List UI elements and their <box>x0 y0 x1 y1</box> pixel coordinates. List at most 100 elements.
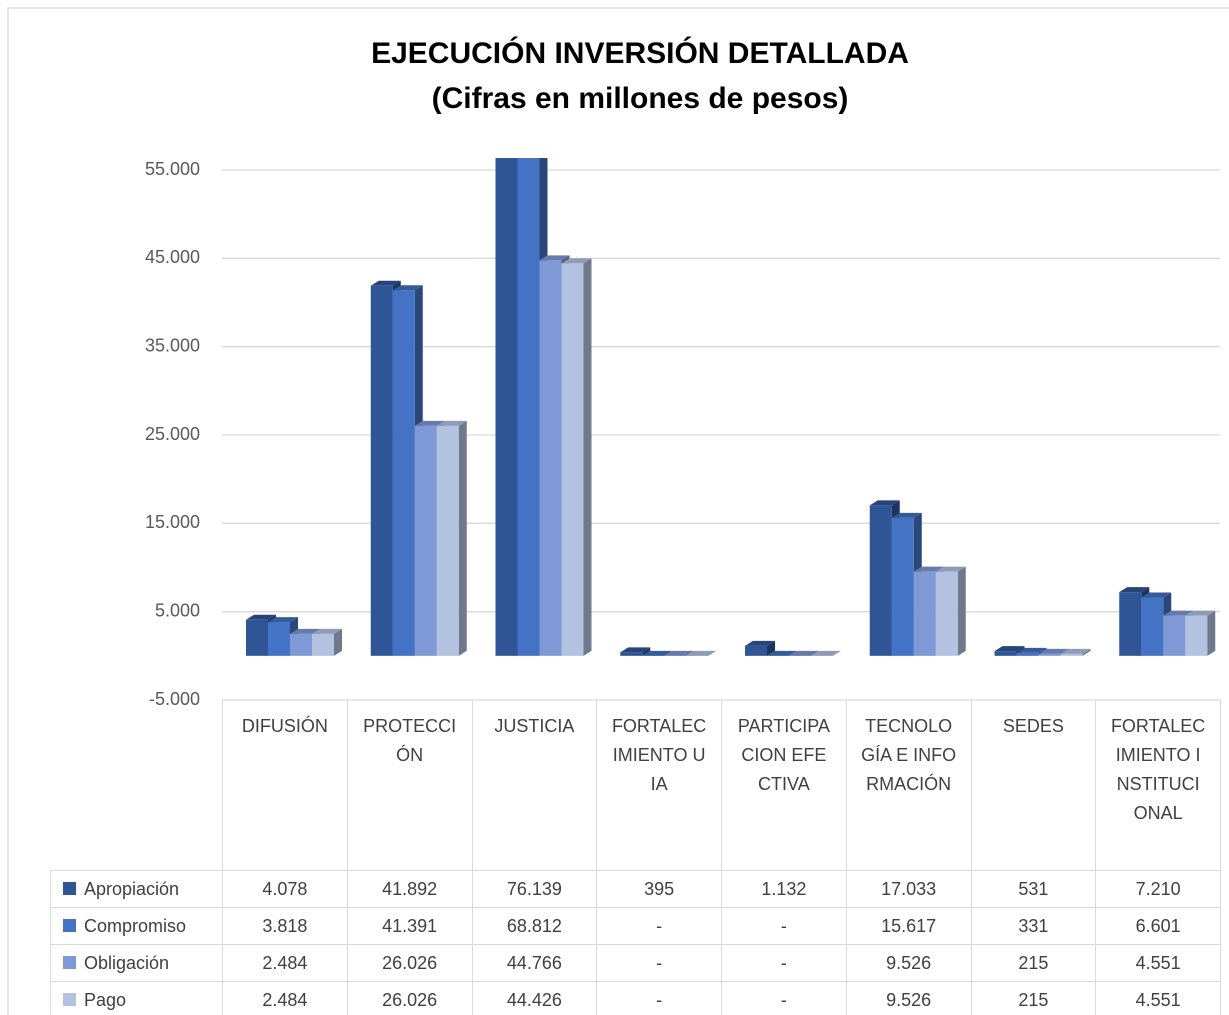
bar-front <box>392 290 415 656</box>
bar-side <box>1082 648 1091 656</box>
y-tick-label: 55.000 <box>145 159 200 179</box>
value-label: 26.026 <box>346 981 473 1015</box>
bar-front <box>994 651 1017 656</box>
bar <box>1185 610 1216 656</box>
bar-top <box>1016 647 1047 653</box>
bar <box>686 650 717 656</box>
bar-top <box>539 255 570 261</box>
value-label: - <box>721 981 847 1015</box>
bar-top <box>1038 648 1069 654</box>
bar-front <box>370 285 393 656</box>
x-tick-label: FORTALECIMIENTO UIA <box>596 700 722 871</box>
value-label: 6.601 <box>1095 907 1221 945</box>
bar-top <box>312 628 342 634</box>
bar-front <box>1060 653 1083 656</box>
value-label: 4.078 <box>222 870 348 908</box>
bar <box>436 420 467 656</box>
data-table: DIFUSIÓN PROTECCIÓN JUSTICIA FORTALECIMIENT… <box>50 700 1221 1015</box>
value-label: 76.139 <box>471 870 598 908</box>
bar-front <box>268 622 290 656</box>
series-row: Pago 2.484 26.026 44.426- -9.526 215 4.551 <box>50 981 1221 1015</box>
bar-top <box>767 650 797 656</box>
legend-entry: Compromiso <box>50 907 223 945</box>
bar-top <box>642 650 673 656</box>
value-label: 15.617 <box>845 907 972 945</box>
value-label: 3.818 <box>222 907 348 945</box>
bar-front <box>1163 615 1186 656</box>
value-label: 2.484 <box>222 944 348 982</box>
bar-top <box>1141 592 1172 598</box>
bar-front <box>620 652 643 656</box>
value-label: 4.551 <box>1095 944 1221 982</box>
bar-side <box>458 420 467 656</box>
legend-label: Compromiso <box>84 915 187 936</box>
bar-front <box>1185 615 1208 656</box>
bar <box>767 650 797 656</box>
legend-entry: Pago <box>50 981 223 1015</box>
bar-top <box>913 566 944 572</box>
value-label: 44.766 <box>471 944 598 982</box>
value-label: 41.892 <box>346 870 473 908</box>
bar-front <box>1038 653 1061 656</box>
bar-top <box>1185 610 1216 616</box>
value-label: 395 <box>596 870 722 908</box>
bar-top <box>891 512 922 518</box>
bar-top <box>290 628 320 634</box>
bar-side <box>767 640 775 656</box>
bar-front <box>1141 597 1164 656</box>
bar <box>620 647 651 656</box>
bar-front <box>869 505 892 656</box>
series-row: Obligación 2.484 26.026 44.766- -9.526 215 4.5… <box>50 944 1221 982</box>
bar <box>935 566 966 656</box>
x-tick-label: SEDES <box>970 700 1097 871</box>
value-label: - <box>721 907 847 945</box>
bar-front <box>290 633 312 656</box>
bar-top <box>789 650 819 656</box>
corner-cell <box>50 700 223 871</box>
bar-front <box>414 425 437 656</box>
x-tick-label: JUSTICIA <box>471 700 598 871</box>
bar-front <box>561 263 584 656</box>
x-tick-label: TECNOLOGÍA E INFORMACIÓN <box>845 700 972 871</box>
bar-front <box>246 619 268 656</box>
bar-front <box>312 633 334 656</box>
series-row: Apropiación 4.078 41.892 76.139 395 1.132 17.0… <box>50 870 1221 908</box>
bar <box>664 650 695 656</box>
bar-front <box>745 645 767 656</box>
bar-top <box>436 420 467 426</box>
bar <box>1060 648 1091 656</box>
bar-top <box>994 646 1025 652</box>
bar <box>561 258 592 656</box>
legend-label: Apropiación <box>84 878 180 899</box>
bar-front <box>495 158 518 656</box>
value-label: - <box>721 944 847 982</box>
bar-top <box>392 285 423 291</box>
value-label: 215 <box>970 944 1097 982</box>
chart-subtitle: (Cifras en millones de pesos) <box>432 82 849 115</box>
x-tick-label: DIFUSIÓN <box>222 700 348 871</box>
legend-label: Pago <box>84 989 127 1010</box>
y-tick-label: 25.000 <box>145 424 200 444</box>
bar <box>789 650 819 656</box>
series-row: Compromiso 3.818 41.391 68.812- -15.617 331 6.… <box>50 907 1221 945</box>
x-tick-label: PROTECCIÓN <box>346 700 473 871</box>
bars <box>246 158 1216 656</box>
bar-top <box>620 647 651 653</box>
value-label: 1.132 <box>721 870 847 908</box>
legend-swatch <box>63 992 76 1006</box>
bar-top <box>561 258 592 264</box>
bar <box>312 628 342 656</box>
value-label: 17.033 <box>845 870 972 908</box>
bar-front <box>436 425 459 656</box>
bar-top <box>869 500 900 506</box>
bar-top <box>1119 587 1150 593</box>
bar-top <box>811 650 841 656</box>
bar-top <box>370 280 401 286</box>
bar-front <box>1119 592 1142 656</box>
bar-side <box>957 566 966 656</box>
bar-top <box>414 420 445 426</box>
value-label: 215 <box>970 981 1097 1015</box>
bar-front <box>1016 652 1039 656</box>
legend-swatch <box>63 881 76 895</box>
